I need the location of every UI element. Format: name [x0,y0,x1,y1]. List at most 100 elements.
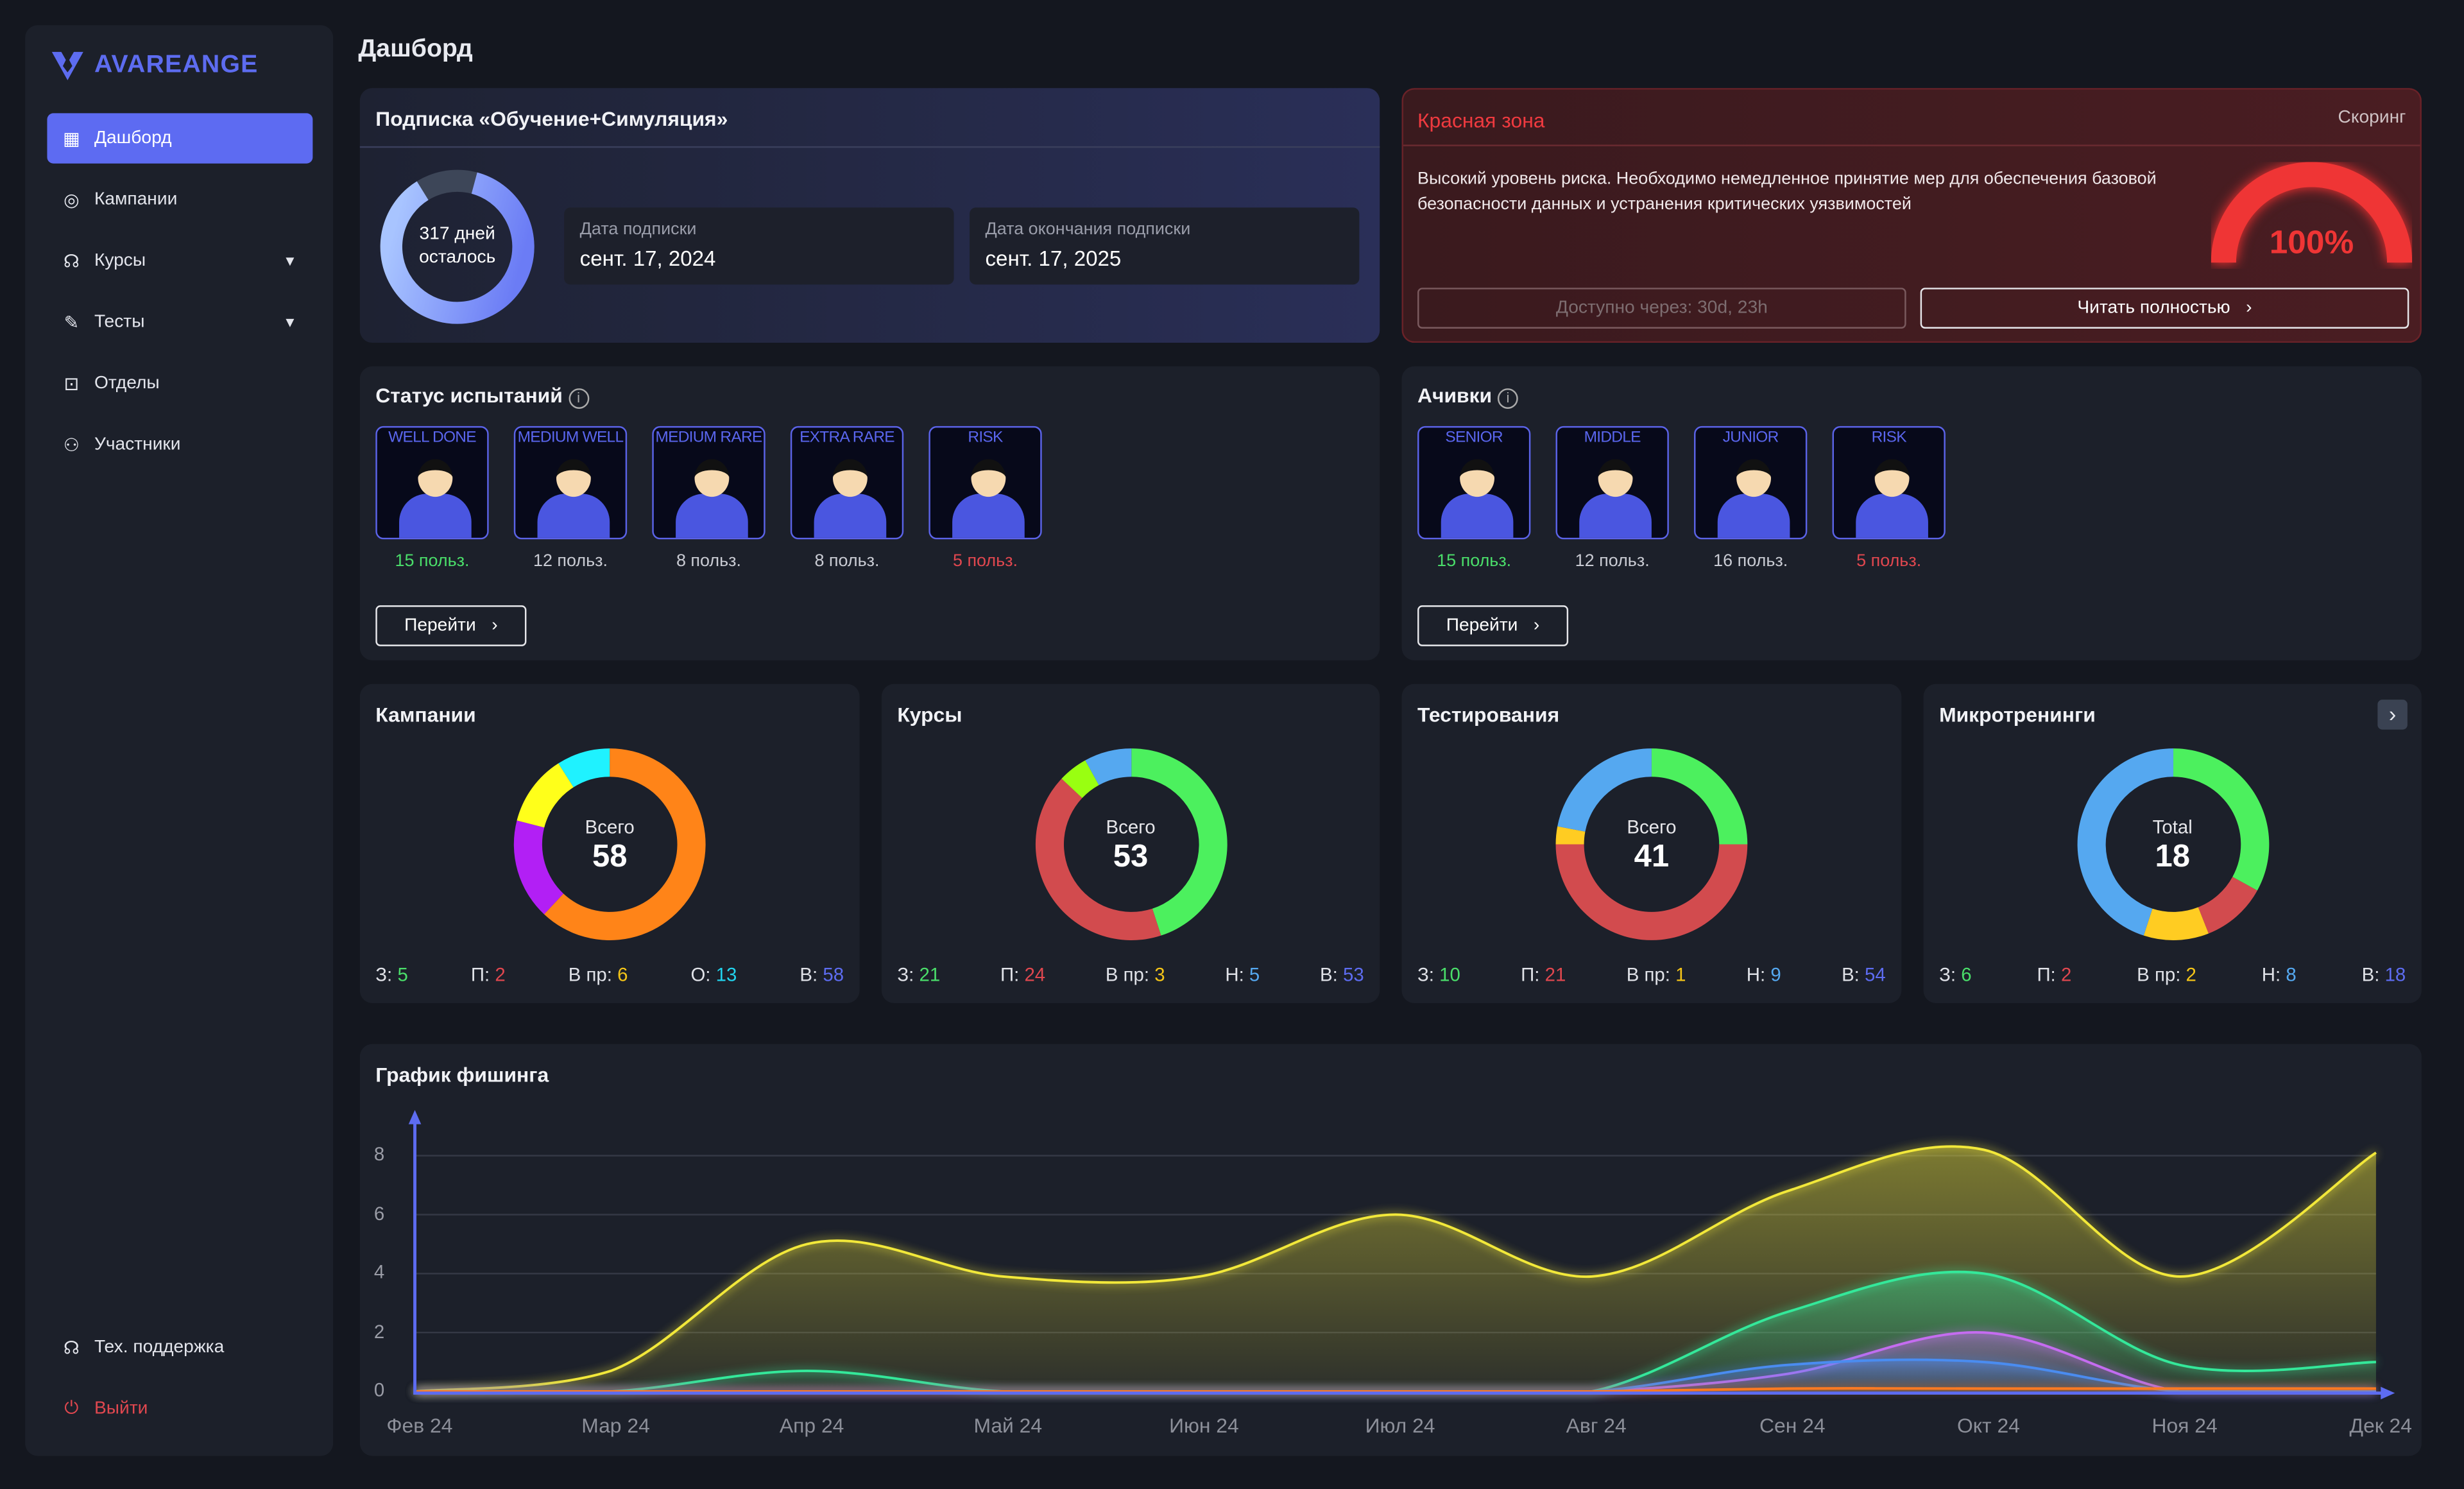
series-line[interactable] [415,1145,2377,1393]
legend-key: П: [1521,963,1540,986]
end-date-value: сент. 17, 2025 [985,246,1122,271]
logout-button[interactable]: ⏻ Выйти [47,1384,312,1434]
sidebar-item-label: Дашборд [94,128,172,148]
trials-title-text: Статус испытаний [375,383,563,408]
badge-image[interactable]: WELL DONE [375,426,489,540]
donut-segment[interactable] [1084,748,1131,786]
chevron-right-icon: › [1533,616,1540,635]
badge-image[interactable]: RISK [928,426,1042,540]
support-label: Тех. поддержка [94,1338,225,1357]
legend-item: П: 2 [2037,964,2071,986]
legend-item: В: 53 [1320,964,1364,986]
x-axis-arrow-icon [2381,1386,2395,1400]
legend-key: П: [470,963,490,986]
brand-logo[interactable]: AVAREANGE [50,50,258,82]
caret-down-icon[interactable]: ▼ [283,253,297,269]
go-label: Перейти [404,616,476,635]
donut-segment[interactable] [1651,748,1748,845]
legend-value: 3 [1154,963,1165,986]
sidebar-item-courses[interactable]: ☊ Курсы ▼ [47,236,312,286]
badge-label: JUNIOR [1722,429,1779,447]
x-tick-label: Сен 24 [1759,1413,1826,1438]
donut-segment[interactable] [2143,907,2208,940]
badge-image[interactable]: EXTRA RARE [790,426,904,540]
available-label: Доступно через: 30d, 23h [1555,298,1768,318]
legend-key: В: [800,963,818,986]
badge-count: 8 польз. [676,551,742,571]
sidebar-item-dashboard[interactable]: ▦ Дашборд [47,113,313,164]
x-tick-label: Авг 24 [1566,1413,1627,1438]
next-button[interactable]: › [2377,700,2408,730]
donut-center-label: Всего [585,816,635,838]
donut-segment[interactable] [2076,748,2173,936]
badge-count: 15 польз. [395,551,470,571]
sidebar-item-campaigns[interactable]: ◎ Кампании [47,175,312,225]
page-title: Дашборд [358,36,473,63]
donut-segment[interactable] [1555,826,1586,845]
stat-legend: З: 5 П: 2 В пр: 6 О: 13 В: 58 [375,964,844,986]
legend-item: В пр: 1 [1627,964,1686,986]
read-more-button[interactable]: Читать полностью › [1920,288,2409,329]
department-icon: ⊡ [64,375,80,395]
badge-label: RISK [968,429,1003,447]
info-icon[interactable]: i [568,388,589,409]
stat-legend: З: 10 П: 21 В пр: 1 Н: 9 В: 54 [1417,964,1886,986]
badge-image[interactable]: MEDIUM RARE [652,426,766,540]
stat-title: Кампании [375,703,476,727]
achievements-go-button[interactable]: Перейти › [1417,605,1569,646]
legend-item: Н: 8 [2262,964,2297,986]
donut-segment[interactable] [2172,748,2269,891]
sidebar-item-label: Тесты [94,313,145,332]
legend-key: П: [1000,963,1020,986]
y-tick-label: 2 [373,1320,385,1342]
trials-card: Статус испытаний i Перейти › WELL DONE 15 … [359,366,1380,660]
donut-segment[interactable] [517,763,574,828]
donut-segment[interactable] [543,748,706,940]
legend-key: Н: [1225,963,1244,986]
support-link[interactable]: ☊ Тех. поддержка [47,1322,312,1372]
sidebar-item-departments[interactable]: ⊡ Отделы [47,359,312,409]
donut-segment[interactable] [513,820,564,915]
sidebar-item-tests[interactable]: ✎ Тесты ▼ [47,297,312,347]
donut-segment[interactable] [1555,844,1748,940]
available-in-button: Доступно через: 30d, 23h [1417,288,1906,329]
caret-down-icon[interactable]: ▼ [283,314,297,331]
figure-head [971,459,1006,497]
info-icon[interactable]: i [1498,388,1518,409]
x-tick-label: Окт 24 [1956,1413,2020,1438]
legend-key: З: [1939,963,1956,986]
donut-segment[interactable] [1061,760,1099,798]
sidebar-item-label: Участники [94,435,181,454]
badge-image[interactable]: MIDDLE [1555,426,1669,540]
legend-value: 2 [2060,963,2072,986]
figure-head [1736,459,1772,497]
end-date-box: Дата окончания подписки сент. 17, 2025 [970,207,1360,285]
donut-segment[interactable] [1557,748,1652,832]
legend-key: З: [375,963,393,986]
x-tick-label: Мар 24 [581,1413,650,1438]
legend-key: Н: [2261,963,2281,986]
badge-image[interactable]: JUNIOR [1694,426,1808,540]
legend-key: О: [690,963,711,986]
legend-item: В: 54 [1842,964,1886,986]
figure-head [1598,459,1633,497]
donut-segment[interactable] [2197,877,2257,934]
target-icon: ◎ [64,191,80,211]
figure-body [1717,494,1790,538]
sidebar-item-participants[interactable]: ⚇ Участники [47,420,312,470]
badge-image[interactable]: RISK [1832,426,1946,540]
legend-key: З: [1417,963,1434,986]
donut-segment[interactable] [1034,779,1161,940]
red-zone-card: Красная зона Скоринг Высокий уровень рис… [1401,88,2422,343]
legend-item: В пр: 6 [569,964,628,986]
badge-label: MEDIUM WELL [517,429,624,447]
legend-item: В: 18 [2362,964,2406,986]
donut-total: 18 [2155,839,2190,875]
badge-image[interactable]: MEDIUM WELL [513,426,628,540]
donut-segment[interactable] [1131,748,1227,936]
badge-image[interactable]: SENIOR [1417,426,1531,540]
days-left-ring [380,169,535,324]
legend-item: В пр: 2 [2137,964,2196,986]
trials-go-button[interactable]: Перейти › [375,605,527,646]
donut-segment[interactable] [558,748,610,788]
